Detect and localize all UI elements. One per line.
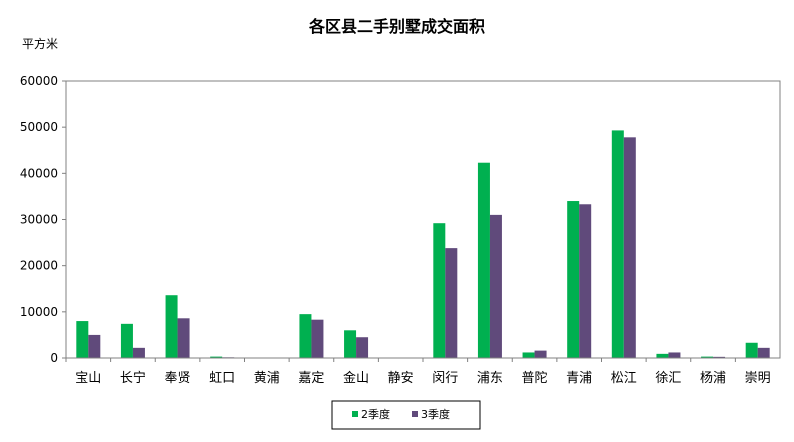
x-tick-label: 闵行 xyxy=(432,371,458,386)
bar-1-5 xyxy=(299,314,312,358)
x-tick-label: 青浦 xyxy=(566,371,592,386)
bar-1-13 xyxy=(656,353,669,358)
x-tick-label: 杨浦 xyxy=(700,371,726,386)
bar-1-10 xyxy=(522,352,535,358)
bar-2-2 xyxy=(177,318,190,358)
y-axis-ticks: 0 10000 20000 30000 40000 50000 60000 xyxy=(20,74,66,365)
x-tick-label: 浦东 xyxy=(477,371,503,386)
bar-1-3 xyxy=(210,356,223,358)
bar-2-5 xyxy=(311,319,324,358)
bar-1-0 xyxy=(76,321,89,358)
x-tick-label: 普陀 xyxy=(522,370,548,386)
bar-1-14 xyxy=(701,356,714,358)
bar-2-9 xyxy=(489,214,502,358)
legend-label-1: 2季度 xyxy=(361,407,390,421)
y-tick-label: 40000 xyxy=(20,166,58,180)
bar-1-15 xyxy=(745,342,758,358)
bar-2-10 xyxy=(534,350,547,358)
x-tick-label: 金山 xyxy=(343,370,369,386)
bar-2-6 xyxy=(356,337,369,358)
x-tick-label: 虹口 xyxy=(209,371,235,386)
y-tick-label: 60000 xyxy=(20,74,58,88)
x-tick-label: 静安 xyxy=(388,371,414,386)
bar-1-12 xyxy=(611,130,624,358)
bar-2-15 xyxy=(757,347,770,358)
bar-1-9 xyxy=(477,162,490,358)
x-tick-label: 奉贤 xyxy=(165,371,191,386)
legend-label-2: 3季度 xyxy=(421,407,450,421)
legend-swatch-2 xyxy=(412,411,418,417)
legend-swatch-1 xyxy=(352,411,358,417)
bar-2-8 xyxy=(445,248,458,358)
bar-2-1 xyxy=(132,347,145,358)
bar-2-0 xyxy=(88,334,101,358)
bar-2-12 xyxy=(623,137,636,358)
x-tick-label: 徐汇 xyxy=(655,371,681,386)
y-tick-label: 30000 xyxy=(20,213,58,227)
legend: 2季度 3季度 xyxy=(331,400,481,430)
x-tick-label: 松江 xyxy=(611,371,637,386)
bar-2-14 xyxy=(713,356,726,358)
x-tick-label: 长宁 xyxy=(120,370,146,386)
x-axis-labels: 宝山 长宁 奉贤 虹口 黄浦 嘉定 金山 静安 闵行 浦东 普陀 青浦 松江 徐汇 杨浦 崇明 xyxy=(65,358,771,386)
bars xyxy=(76,130,770,358)
y-tick-label: 0 xyxy=(50,351,58,365)
bar-1-11 xyxy=(567,201,580,358)
bar-1-8 xyxy=(433,223,446,358)
y-tick-label: 50000 xyxy=(20,120,58,134)
x-tick-label: 嘉定 xyxy=(298,371,324,386)
bar-1-6 xyxy=(344,330,357,358)
y-tick-label: 20000 xyxy=(20,259,58,273)
bar-2-13 xyxy=(668,352,681,358)
bar-1-2 xyxy=(165,295,178,358)
chart-title: 各区县二手别墅成交面积 xyxy=(308,17,485,36)
x-tick-label: 崇明 xyxy=(745,371,771,386)
y-axis-unit: 平方米 xyxy=(22,36,58,51)
x-tick-label: 黄浦 xyxy=(254,371,280,386)
y-tick-label: 10000 xyxy=(20,305,58,319)
bar-2-11 xyxy=(579,204,592,358)
bar-1-1 xyxy=(120,323,133,358)
plot-frame xyxy=(65,80,781,359)
x-tick-label: 宝山 xyxy=(75,371,101,386)
